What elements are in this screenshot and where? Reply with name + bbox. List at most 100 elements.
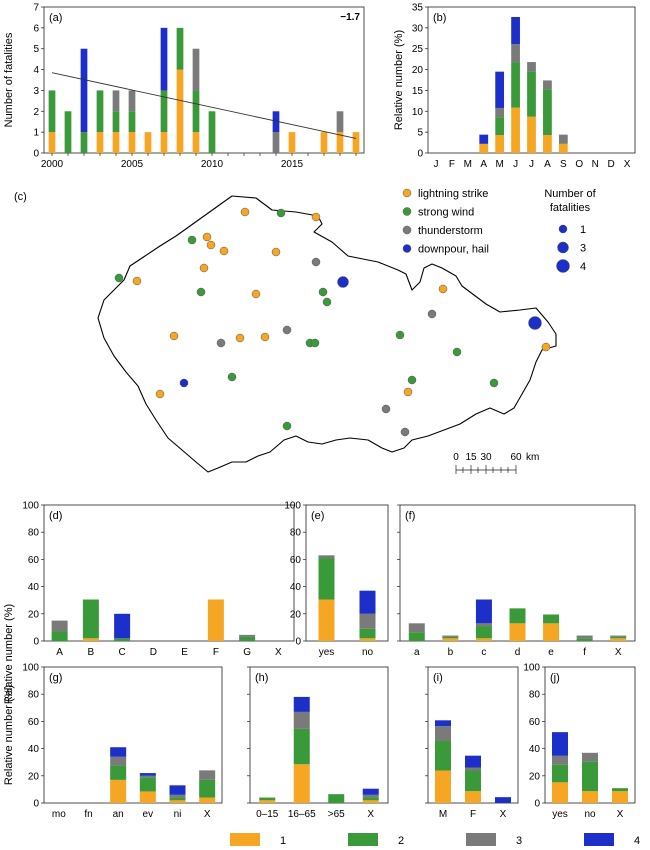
bar-j-0-s4 [552,732,568,756]
x-tick-label-g: X [204,809,211,820]
bar-j-0-s3 [552,755,568,765]
bar-e-0-s1 [318,599,335,641]
bar-a-2014-s3 [272,132,280,153]
x-tick-label-j: no [584,809,596,820]
x-tick-label-f: e [548,647,554,658]
x-tick-label-b: A [544,159,551,170]
x-tick-label-b: J [513,159,518,170]
bar-a-2008-s2 [176,27,184,70]
map-point-wind [196,287,206,297]
bar-f-1-s3 [442,635,459,637]
x-tick-label-g: ev [143,809,154,820]
scale-label-30: 30 [480,452,492,463]
bar-f-3-s2 [509,608,526,624]
bar-b-7-s3 [543,80,552,90]
bar-i-0-s1 [435,770,451,803]
y-axis-label-d: Relative number (%) [3,604,15,704]
bar-h-3-s2 [362,797,379,801]
bar-a-2002-s2 [80,132,88,153]
bar-f-1-s1 [442,638,459,641]
map-point-wind [322,297,332,307]
bar-a-2019-s1 [352,132,360,153]
y-tick-label-e: 60 [290,555,302,566]
map-legend-label: strong wind [418,207,474,219]
bar-f-5-s2 [576,638,593,641]
bar-g-3-s2 [139,777,156,792]
bar-a-2009-s3 [192,48,200,91]
bar-f-2-s4 [475,599,492,624]
bar-g-2-s2 [110,765,127,780]
bar-d-1-s1 [82,638,99,641]
legend-label-1: 1 [280,835,286,847]
bar-f-0-s3 [408,623,425,633]
y-tick-label-d: 80 [28,528,40,539]
scale-label-0: 0 [453,452,459,463]
y-tick-label-j: 0 [534,799,540,810]
bar-i-0-s2 [435,740,451,771]
bar-e-0-s3 [318,555,335,559]
y-tick-label-a: 3 [33,86,39,97]
bar-a-2007-s4 [160,27,168,91]
x-tick-label-f: f [583,647,586,658]
map-point-wind [114,273,124,283]
bar-g-4-s3 [169,794,186,798]
y-tick-label-j: 40 [529,744,541,755]
map-point-wind [407,375,417,385]
panel-label-b: (b) [433,12,446,24]
y-tick-label-a: 6 [33,23,39,34]
map-point-wind [276,208,286,218]
bar-d-2-s4 [114,613,131,639]
bar-a-2005-s1 [128,132,136,153]
y-tick-label-j: 80 [529,690,541,701]
x-tick-label-d: X [275,647,282,658]
bar-b-5-s4 [511,17,520,45]
y-tick-label-g: 0 [33,799,39,810]
bar-b-4-s2 [495,117,505,136]
map-point-lightning [271,247,281,257]
bar-g-4-s2 [169,797,186,801]
y-tick-label-b: 0 [417,149,423,160]
x-tick-label-a: 2005 [121,159,144,170]
x-tick-label-a: 2010 [201,159,224,170]
x-tick-label-f: d [515,647,521,658]
map-point-wind [187,235,197,245]
x-tick-label-f: a [414,647,420,658]
x-tick-label-j: yes [552,809,568,820]
map-point-lightning [199,263,209,273]
map-point-thunder [400,427,410,437]
map-points [114,207,551,437]
bar-g-5-s2 [199,779,216,798]
bar-f-5-s3 [576,635,593,639]
bar-h-0-s1 [259,800,276,803]
bar-a-2018-s3 [336,111,344,133]
bar-b-5-s2 [511,62,520,108]
x-tick-label-d: D [150,647,157,658]
panel-label-g: (g) [49,672,62,684]
y-tick-label-g: 20 [28,771,40,782]
bar-a-2008-s1 [176,69,184,153]
bar-h-2-s2 [328,794,345,803]
bar-g-3-s1 [139,791,156,803]
map-point-lightning [251,289,261,299]
bar-f-2-s2 [475,626,492,639]
y-tick-label-a: 0 [33,149,39,160]
bar-a-2003-s1 [96,132,104,153]
y-axis-label-b: Relative number (%) [393,30,405,130]
map-point-lightning [206,240,216,250]
map-point-thunder [381,404,391,414]
bar-d-0-s2 [51,631,68,641]
bar-h-1-s1 [293,764,310,803]
map-size-legend-label: 3 [580,243,586,255]
legend-swatch-2 [348,833,378,846]
x-tick-label-b: O [575,159,583,170]
bar-b-7-s2 [543,89,552,136]
map-legend-marker [402,225,412,235]
x-tick-label-e: yes [319,647,335,658]
x-tick-label-b: J [433,159,438,170]
map-point-lightning [219,246,229,256]
bar-e-1-s1 [359,638,376,641]
country-border [97,195,557,473]
map-point-lightning [155,389,165,399]
map-point-wind [395,330,405,340]
map-panel-label: (c) [14,191,27,203]
